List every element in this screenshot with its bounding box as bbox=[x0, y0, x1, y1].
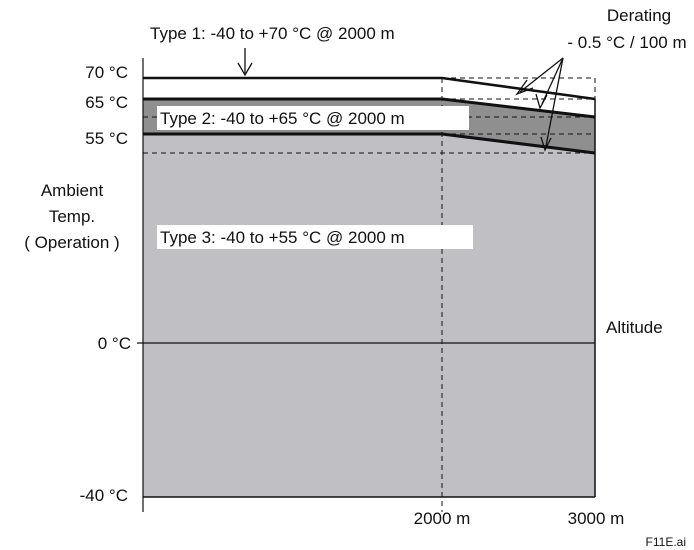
derating-arrows bbox=[515, 57, 564, 152]
type-3-area bbox=[143, 134, 595, 497]
derating-rate: - 0.5 °C / 100 m bbox=[567, 33, 686, 52]
type-2-label-bg bbox=[157, 106, 469, 130]
y-tick-label-70: 70 °C bbox=[85, 63, 128, 82]
y-tick-label-65: 65 °C bbox=[85, 93, 128, 112]
x-tick-label-2000: 2000 m bbox=[414, 509, 471, 528]
derating-title: Derating bbox=[607, 6, 671, 25]
y-axis-title-line-2: Temp. bbox=[49, 207, 95, 226]
type-3-label-bg bbox=[157, 225, 473, 249]
type-1-pointer-arrow bbox=[237, 48, 253, 77]
x-tick-label-3000: 3000 m bbox=[568, 509, 625, 528]
type-1-line bbox=[143, 76, 596, 101]
type-1-label: Type 1: -40 to +70 °C @ 2000 m bbox=[150, 24, 395, 43]
x-axis-title: Altitude bbox=[606, 318, 663, 337]
y-tick-label-55: 55 °C bbox=[85, 129, 128, 148]
file-label: F11E.ai bbox=[646, 535, 686, 549]
y-axis-title-line-1: Ambient bbox=[41, 181, 104, 200]
y-tick-label-0: 0 °C bbox=[98, 334, 131, 353]
y-tick-label-minus-40: -40 °C bbox=[80, 486, 128, 505]
y-axis-title-line-3: ( Operation ) bbox=[24, 233, 119, 252]
type-2-label: Type 2: -40 to +65 °C @ 2000 m bbox=[160, 109, 405, 128]
type-2-line bbox=[143, 97, 596, 119]
type-3-label: Type 3: -40 to +55 °C @ 2000 m bbox=[160, 228, 405, 247]
